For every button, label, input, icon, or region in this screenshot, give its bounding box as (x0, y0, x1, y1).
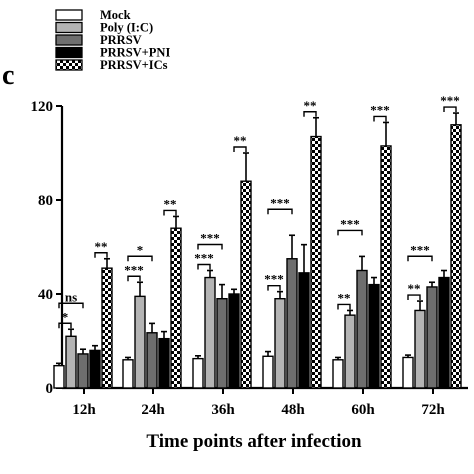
bar (310, 135, 322, 389)
y-tick-label: 0 (46, 381, 54, 397)
significance-label: *** (440, 93, 460, 108)
x-tick-label: 24h (141, 402, 165, 418)
legend-label: PRRSV (100, 33, 142, 47)
bar (134, 295, 146, 389)
bar (53, 364, 65, 389)
legend-swatch (55, 21, 83, 34)
significance-label: *** (340, 216, 360, 231)
x-ticks: 12h 24h 36h 48h 60h 72h (72, 388, 445, 418)
significance-bracket (303, 111, 317, 117)
significance-bracket (267, 208, 293, 215)
significance-label: ** (304, 98, 317, 113)
significance-bracket (58, 302, 84, 309)
legend-swatch (55, 59, 83, 71)
legend-swatch (55, 46, 83, 59)
significance-label: * (137, 242, 144, 257)
panel-label: c (2, 60, 14, 91)
bar (65, 335, 77, 389)
bar (368, 283, 380, 389)
legend-label: PRRSV+PNI (100, 46, 170, 60)
significance-bracket (267, 284, 281, 291)
significance-label: *** (264, 272, 284, 287)
x-tick-label: 60h (351, 402, 375, 418)
significance-label: *** (410, 242, 430, 257)
bar (146, 332, 158, 389)
legend-swatch (55, 34, 83, 46)
x-tick-label: 12h (72, 402, 96, 418)
bar (216, 298, 228, 389)
significance-label: *** (270, 195, 290, 210)
y-ticks: 0 40 80 120 (31, 99, 62, 397)
bar (158, 337, 170, 389)
bar (122, 359, 134, 389)
significance-label: ** (408, 281, 421, 296)
significance-bracket (337, 303, 351, 310)
bar (450, 124, 462, 389)
significance-bracket (443, 106, 457, 113)
significance-bracket (197, 243, 223, 250)
bar (414, 309, 426, 389)
error-bars (56, 112, 459, 366)
bar (380, 145, 392, 389)
legend-swatch (55, 9, 83, 21)
legend-label: Poly (I:C) (100, 21, 153, 35)
x-axis-title: Time points after infection (146, 431, 362, 452)
significance-label: *** (194, 251, 214, 266)
bar (170, 227, 182, 389)
y-tick-label: 40 (38, 287, 53, 303)
y-tick-label: 120 (31, 99, 54, 115)
significance-bracket (127, 275, 141, 282)
significance-bracket (233, 146, 247, 152)
significance-bracket (197, 263, 211, 270)
significance-label: ns (65, 289, 77, 304)
significance-label: *** (124, 262, 144, 277)
significance-label: *** (200, 231, 220, 246)
bar (240, 180, 252, 389)
bar (101, 267, 113, 389)
bar (426, 286, 438, 389)
bar (89, 349, 101, 389)
bar (274, 298, 286, 389)
legend-label: Mock (100, 8, 131, 22)
bar (192, 357, 204, 389)
x-tick-label: 72h (421, 402, 445, 418)
bar (228, 293, 240, 389)
significance-label: * (62, 309, 69, 324)
bar (204, 276, 216, 389)
significance-label: *** (370, 102, 390, 117)
bar (77, 353, 89, 389)
significance-bracket (337, 229, 363, 236)
legend-label: PRRSV+ICs (100, 58, 168, 72)
significance-bracket (163, 209, 177, 216)
bars (53, 124, 462, 389)
significance-label: ** (164, 196, 177, 211)
x-tick-label: 48h (281, 402, 305, 418)
bar (332, 359, 344, 389)
bar (402, 356, 414, 389)
significance-bracket (58, 322, 72, 329)
significance-bracket (94, 252, 108, 258)
bar (438, 276, 450, 389)
x-tick-label: 36h (211, 402, 235, 418)
y-tick-label: 80 (38, 193, 53, 209)
bar (286, 258, 298, 389)
significance-bracket (407, 294, 421, 301)
significance-bracket (127, 255, 153, 262)
bar (344, 314, 356, 389)
significance-label: ** (95, 239, 108, 254)
significance-label: ** (338, 290, 351, 305)
bar (262, 355, 274, 389)
significance-label: ** (234, 133, 247, 148)
significance-brackets: ns*** ***********************************… (58, 93, 460, 329)
bar (298, 272, 310, 389)
bar (356, 269, 368, 389)
significance-bracket (407, 255, 433, 262)
significance-bracket (373, 115, 387, 122)
